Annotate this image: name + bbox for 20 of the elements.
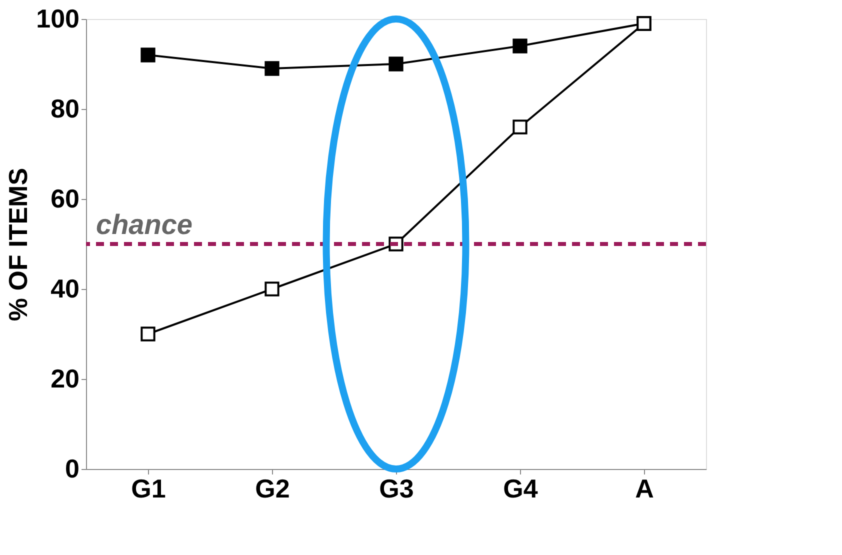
- x-tick-label: G2: [255, 474, 290, 504]
- x-tick-label: A: [635, 474, 654, 504]
- y-tick-label: 80: [50, 94, 80, 124]
- ref-line-label: chance: [96, 209, 192, 240]
- point: [264, 282, 280, 296]
- x-tick-label: G4: [503, 474, 538, 504]
- x-tick-label: G1: [131, 474, 166, 504]
- point: [140, 48, 156, 62]
- x-tick-label: G3: [379, 474, 414, 504]
- point: [264, 61, 280, 76]
- point: [388, 56, 404, 72]
- y-tick-label: 60: [50, 184, 80, 214]
- y-tick-label: 100: [36, 4, 80, 34]
- point: [512, 38, 528, 54]
- point: [512, 120, 528, 134]
- y-axis-title: % OF ITEMS: [3, 168, 34, 322]
- y-tick-label: 20: [50, 364, 80, 394]
- point: [140, 326, 156, 342]
- y-tick-label: 0: [65, 454, 80, 484]
- y-tick-label: 40: [50, 274, 80, 304]
